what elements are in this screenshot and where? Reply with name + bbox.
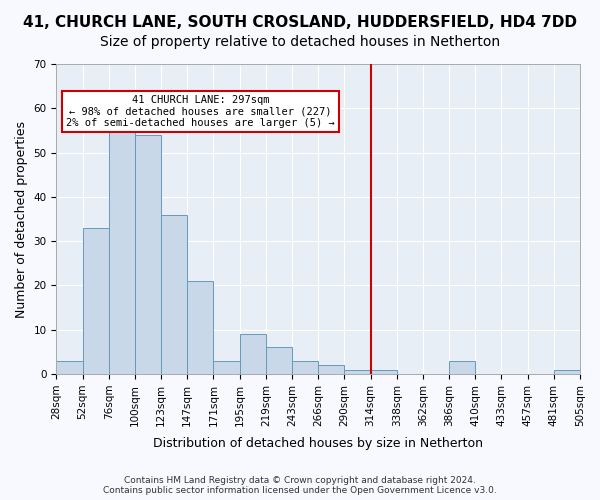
Bar bbox=[239, 334, 266, 374]
Bar bbox=[187, 281, 214, 374]
Bar bbox=[292, 361, 318, 374]
Bar bbox=[161, 214, 187, 374]
Bar bbox=[266, 348, 292, 374]
Text: 41 CHURCH LANE: 297sqm
← 98% of detached houses are smaller (227)
2% of semi-det: 41 CHURCH LANE: 297sqm ← 98% of detached… bbox=[66, 95, 335, 128]
X-axis label: Distribution of detached houses by size in Netherton: Distribution of detached houses by size … bbox=[153, 437, 483, 450]
Text: Contains HM Land Registry data © Crown copyright and database right 2024.
Contai: Contains HM Land Registry data © Crown c… bbox=[103, 476, 497, 495]
Bar bbox=[135, 135, 161, 374]
Bar bbox=[449, 361, 475, 374]
Bar bbox=[214, 361, 239, 374]
Bar bbox=[109, 122, 135, 374]
Bar bbox=[344, 370, 371, 374]
Bar bbox=[554, 370, 580, 374]
Bar bbox=[56, 361, 83, 374]
Text: Size of property relative to detached houses in Netherton: Size of property relative to detached ho… bbox=[100, 35, 500, 49]
Text: 41, CHURCH LANE, SOUTH CROSLAND, HUDDERSFIELD, HD4 7DD: 41, CHURCH LANE, SOUTH CROSLAND, HUDDERS… bbox=[23, 15, 577, 30]
Bar bbox=[318, 365, 344, 374]
Bar bbox=[371, 370, 397, 374]
Bar bbox=[83, 228, 109, 374]
Y-axis label: Number of detached properties: Number of detached properties bbox=[15, 120, 28, 318]
